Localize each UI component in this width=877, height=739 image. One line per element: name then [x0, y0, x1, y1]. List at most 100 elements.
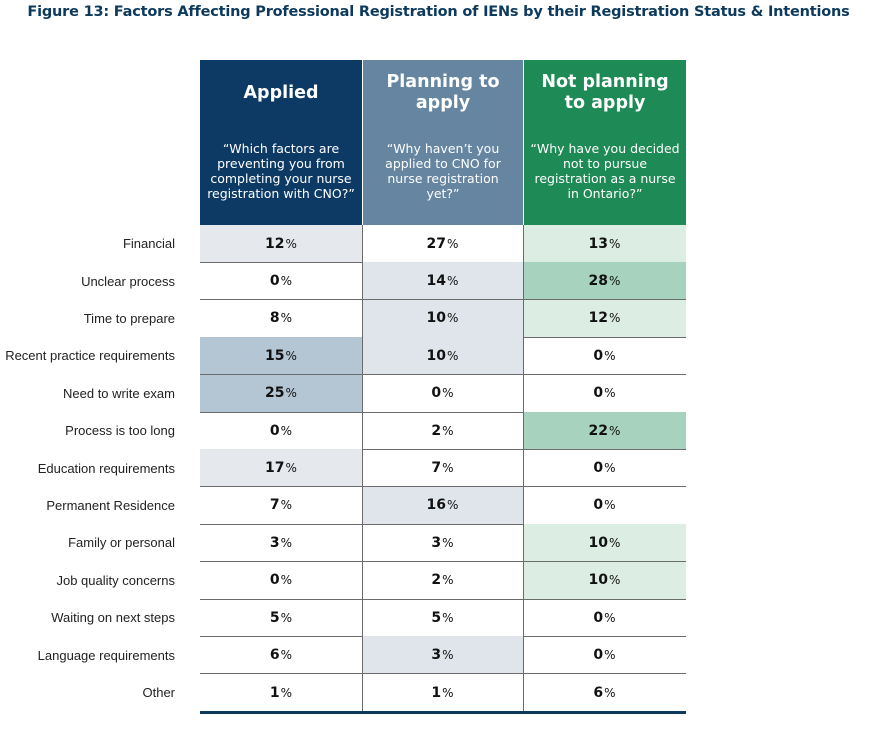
row-label: Unclear process — [81, 273, 175, 289]
cell-value: 0 — [593, 497, 604, 514]
cell-value: 0 — [593, 646, 604, 663]
row-label: Recent practice requirements — [5, 348, 175, 364]
percent-sign: % — [604, 498, 616, 513]
cell-value: 3 — [431, 646, 442, 663]
table-cell-not_planning: 0% — [523, 487, 686, 525]
percent-sign: % — [447, 311, 459, 326]
percent-sign: % — [447, 236, 459, 251]
percent-sign: % — [604, 647, 616, 662]
table-cell-planning: 2% — [362, 562, 523, 600]
column-question: “Which factors are preventing you from c… — [207, 140, 355, 201]
table-cell-planning: 7% — [362, 449, 523, 488]
cell-value: 13 — [588, 235, 609, 252]
table-cell-not_planning: 0% — [523, 375, 686, 413]
table-cell-not_planning: 10% — [523, 524, 686, 563]
percent-sign: % — [442, 386, 454, 401]
column-title: Planning to apply — [386, 72, 500, 113]
table-cell-planning: 3% — [362, 636, 523, 675]
cell-value: 27 — [426, 235, 447, 252]
column-title: Applied — [243, 82, 319, 103]
table-cell-applied: 6% — [200, 636, 362, 675]
cell-value: 0 — [593, 609, 604, 626]
cell-value: 1 — [269, 684, 280, 701]
table-cell-planning: 27% — [362, 225, 523, 263]
table-cell-planning: 10% — [362, 337, 523, 376]
row-label: Permanent Residence — [46, 497, 175, 513]
table-cell-planning: 10% — [362, 299, 523, 338]
cell-value: 0 — [593, 347, 604, 364]
table-cell-planning: 14% — [362, 262, 523, 301]
cell-value: 3 — [269, 534, 280, 551]
cell-value: 5 — [269, 609, 280, 626]
column-question: “Why have you decided not to pursue regi… — [530, 140, 680, 201]
percent-sign: % — [609, 236, 621, 251]
percent-sign: % — [442, 460, 454, 475]
cell-value: 17 — [265, 459, 285, 476]
table-cell-not_planning: 0% — [523, 599, 686, 637]
table-cell-not_planning: 28% — [523, 262, 686, 301]
cell-value: 5 — [431, 609, 442, 626]
cell-value: 10 — [426, 347, 447, 364]
column-title: Not planning to apply — [541, 72, 669, 113]
percent-sign: % — [442, 573, 454, 588]
cell-value: 14 — [426, 272, 447, 289]
percent-sign: % — [285, 348, 297, 363]
row-label: Waiting on next steps — [51, 610, 175, 626]
percent-sign: % — [442, 610, 454, 625]
table-cell-not_planning: 0% — [523, 636, 686, 675]
percent-sign: % — [280, 610, 293, 625]
percent-sign: % — [604, 685, 616, 700]
percent-sign: % — [609, 273, 621, 288]
table-cell-planning: 2% — [362, 412, 523, 450]
cell-value: 10 — [588, 534, 609, 551]
cell-value: 10 — [426, 310, 447, 327]
cell-value: 2 — [431, 422, 442, 439]
table-cell-not_planning: 22% — [523, 412, 686, 450]
cell-value: 22 — [588, 422, 609, 439]
cell-value: 6 — [593, 684, 604, 701]
row-label: Other — [142, 684, 175, 700]
cell-value: 28 — [588, 272, 609, 289]
row-label: Education requirements — [37, 460, 175, 476]
table-cell-not_planning: 6% — [523, 674, 686, 712]
cell-value: 3 — [431, 534, 442, 551]
percent-sign: % — [280, 423, 293, 438]
cell-value: 1 — [431, 684, 442, 701]
percent-sign: % — [447, 498, 459, 513]
table-cell-not_planning: 0% — [523, 449, 686, 488]
percent-sign: % — [280, 685, 293, 700]
table-cell-planning: 3% — [362, 524, 523, 563]
table-cell-applied: 0% — [200, 412, 362, 450]
table-cell-not_planning: 12% — [523, 299, 686, 338]
cell-value: 6 — [269, 646, 280, 663]
table-cell-applied: 0% — [200, 262, 362, 301]
percent-sign: % — [609, 535, 621, 550]
table-cell-applied: 3% — [200, 524, 362, 563]
table-cell-applied: 1% — [200, 674, 362, 712]
percent-sign: % — [442, 535, 454, 550]
table-cell-not_planning: 10% — [523, 561, 686, 600]
row-label: Language requirements — [37, 647, 175, 663]
row-label: Need to write exam — [63, 385, 175, 401]
table-cell-applied: 17% — [200, 449, 362, 488]
percent-sign: % — [280, 273, 293, 288]
column-divider — [523, 225, 524, 711]
table-cell-not_planning: 0% — [523, 337, 686, 376]
cell-value: 7 — [269, 497, 280, 514]
cell-value: 16 — [426, 497, 447, 514]
column-header-applied: Applied “Which factors are preventing you… — [200, 60, 362, 225]
cell-value: 12 — [588, 310, 609, 327]
percent-sign: % — [285, 386, 297, 401]
percent-sign: % — [442, 647, 454, 662]
percent-sign: % — [280, 535, 293, 550]
percent-sign: % — [442, 685, 454, 700]
row-label: Job quality concerns — [56, 572, 175, 588]
column-question: “Why haven’t you applied to CNO for nurs… — [385, 140, 501, 201]
cell-value: 7 — [431, 459, 442, 476]
table-cell-planning: 1% — [362, 674, 523, 712]
table-cell-applied: 15% — [200, 337, 362, 376]
percent-sign: % — [447, 273, 459, 288]
table-cell-applied: 5% — [200, 599, 362, 637]
percent-sign: % — [442, 423, 454, 438]
table-cell-applied: 8% — [200, 300, 362, 338]
